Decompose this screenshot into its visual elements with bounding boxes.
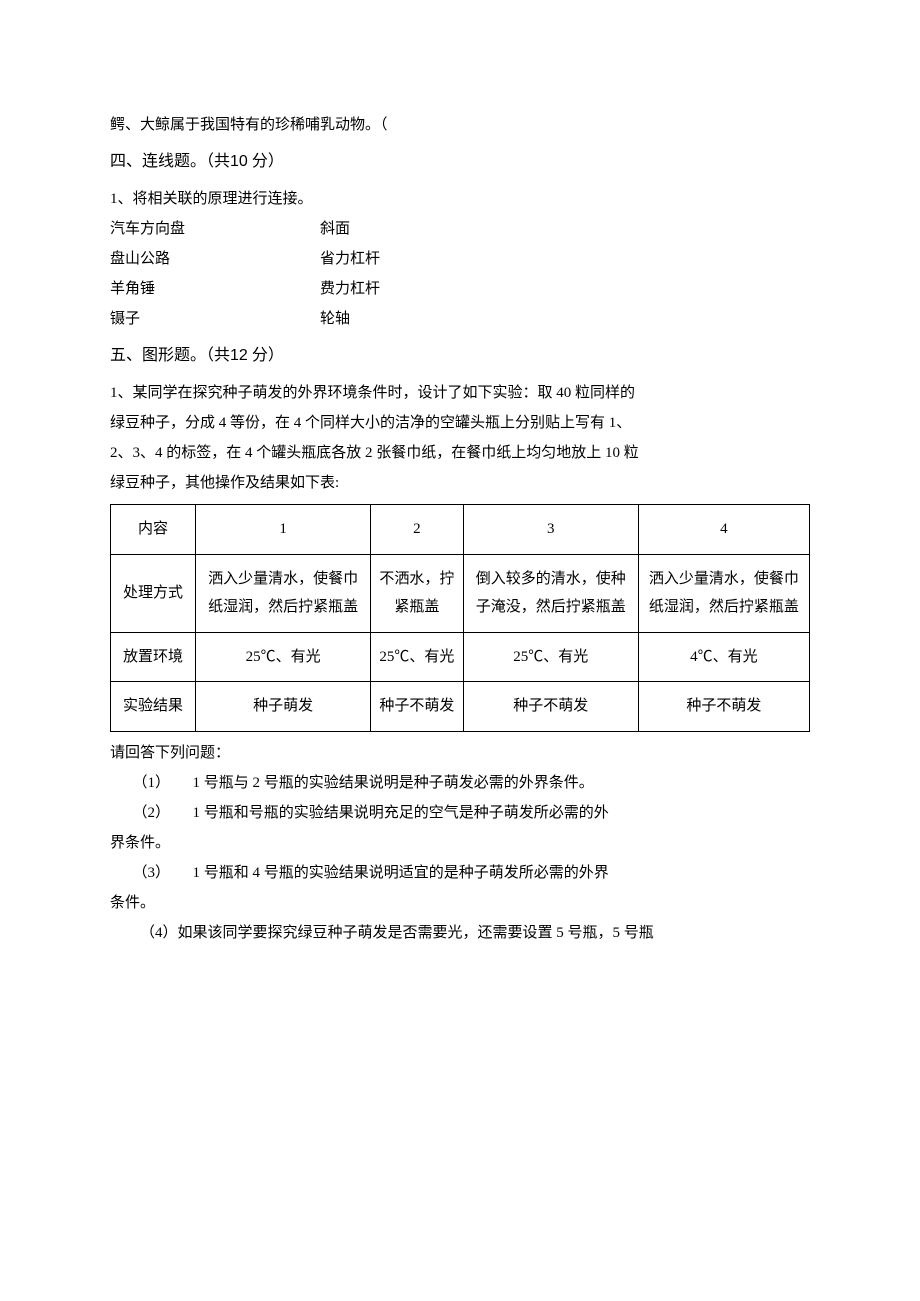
section5-stem-line: 绿豆种子，分成 4 等份，在 4 个同样大小的洁净的空罐头瓶上分别贴上写有 1、 xyxy=(110,408,810,438)
section5-points: 12 xyxy=(230,347,248,364)
matching-right: 费力杠杆 xyxy=(320,274,810,304)
section4-title: 四、连线题。（共10 分） xyxy=(110,146,810,178)
question-number: （1） xyxy=(110,768,193,798)
matching-row: 汽车方向盘 斜面 xyxy=(110,214,810,244)
question-text: 1 号瓶与 2 号瓶的实验结果说明是种子萌发必需的外界条件。 xyxy=(193,775,594,791)
matching-left: 羊角锤 xyxy=(110,274,320,304)
table-cell: 种子不萌发 xyxy=(371,682,463,732)
question-number: （3） xyxy=(110,858,193,888)
section4-title-suffix: 分） xyxy=(248,153,284,170)
question-line: （2）1 号瓶和号瓶的实验结果说明充足的空气是种子萌发所必需的外 xyxy=(110,798,810,828)
table-header-cell: 3 xyxy=(463,505,638,555)
table-cell: 倒入较多的清水，使种子淹没，然后拧紧瓶盖 xyxy=(463,554,638,632)
matching-left: 镊子 xyxy=(110,304,320,334)
question-line: （3）1 号瓶和 4 号瓶的实验结果说明适宜的是种子萌发所必需的外界 xyxy=(110,858,810,888)
table-row: 内容 1 2 3 4 xyxy=(111,505,810,555)
matching-row: 镊子 轮轴 xyxy=(110,304,810,334)
table-cell: 4℃、有光 xyxy=(638,632,809,682)
section5-stem-line: 1、某同学在探究种子萌发的外界环境条件时，设计了如下实验：取 40 粒同样的 xyxy=(110,378,810,408)
table-cell: 种子萌发 xyxy=(196,682,371,732)
after-table-line: 请回答下列问题： xyxy=(110,738,810,768)
section4-title-prefix: 四、连线题。（共 xyxy=(110,153,230,170)
section4-points: 10 xyxy=(230,153,248,170)
table-header-cell: 内容 xyxy=(111,505,196,555)
table-row: 处理方式 洒入少量清水，使餐巾纸湿润，然后拧紧瓶盖 不洒水，拧紧瓶盖 倒入较多的… xyxy=(111,554,810,632)
table-cell: 25℃、有光 xyxy=(463,632,638,682)
matching-left: 盘山公路 xyxy=(110,244,320,274)
section4-q1: 1、将相关联的原理进行连接。 xyxy=(110,184,810,214)
section5-title-suffix: 分） xyxy=(248,347,284,364)
question-text: 1 号瓶和号瓶的实验结果说明充足的空气是种子萌发所必需的外 xyxy=(193,805,609,821)
matching-right: 斜面 xyxy=(320,214,810,244)
question-line: 界条件。 xyxy=(110,828,810,858)
section5-stem-line: 绿豆种子，其他操作及结果如下表: xyxy=(110,468,810,498)
matching-block: 汽车方向盘 斜面 盘山公路 省力杠杆 羊角锤 费力杠杆 镊子 轮轴 xyxy=(110,214,810,334)
matching-left: 汽车方向盘 xyxy=(110,214,320,244)
question-text: 1 号瓶和 4 号瓶的实验结果说明适宜的是种子萌发所必需的外界 xyxy=(193,865,609,881)
table-header-cell: 4 xyxy=(638,505,809,555)
matching-row: 盘山公路 省力杠杆 xyxy=(110,244,810,274)
table-cell: 25℃、有光 xyxy=(196,632,371,682)
table-cell: 洒入少量清水，使餐巾纸湿润，然后拧紧瓶盖 xyxy=(638,554,809,632)
table-cell: 种子不萌发 xyxy=(463,682,638,732)
table-row: 放置环境 25℃、有光 25℃、有光 25℃、有光 4℃、有光 xyxy=(111,632,810,682)
question-line: （1）1 号瓶与 2 号瓶的实验结果说明是种子萌发必需的外界条件。 xyxy=(110,768,810,798)
questions: （1）1 号瓶与 2 号瓶的实验结果说明是种子萌发必需的外界条件。（2）1 号瓶… xyxy=(110,768,810,948)
table-row: 实验结果 种子萌发 种子不萌发 种子不萌发 种子不萌发 xyxy=(111,682,810,732)
table-cell: 25℃、有光 xyxy=(371,632,463,682)
section5-stem-line: 2、3、4 的标签，在 4 个罐头瓶底各放 2 张餐巾纸，在餐巾纸上均匀地放上 … xyxy=(110,438,810,468)
table-header-cell: 2 xyxy=(371,505,463,555)
table-cell: 洒入少量清水，使餐巾纸湿润，然后拧紧瓶盖 xyxy=(196,554,371,632)
question-line: 条件。 xyxy=(110,888,810,918)
matching-right: 省力杠杆 xyxy=(320,244,810,274)
section5-title-prefix: 五、图形题。（共 xyxy=(110,347,230,364)
experiment-table: 内容 1 2 3 4 处理方式 洒入少量清水，使餐巾纸湿润，然后拧紧瓶盖 不洒水… xyxy=(110,504,810,732)
section5-title: 五、图形题。（共12 分） xyxy=(110,340,810,372)
table-cell: 不洒水，拧紧瓶盖 xyxy=(371,554,463,632)
table-cell: 放置环境 xyxy=(111,632,196,682)
table-header-cell: 1 xyxy=(196,505,371,555)
intro-line: 鳄、大鲸属于我国特有的珍稀哺乳动物。（ xyxy=(110,110,810,140)
table-cell: 种子不萌发 xyxy=(638,682,809,732)
matching-row: 羊角锤 费力杠杆 xyxy=(110,274,810,304)
question-number: （2） xyxy=(110,798,193,828)
table-cell: 实验结果 xyxy=(111,682,196,732)
matching-right: 轮轴 xyxy=(320,304,810,334)
table-cell: 处理方式 xyxy=(111,554,196,632)
question-line: （4）如果该同学要探究绿豆种子萌发是否需要光，还需要设置 5 号瓶，5 号瓶 xyxy=(110,918,810,948)
